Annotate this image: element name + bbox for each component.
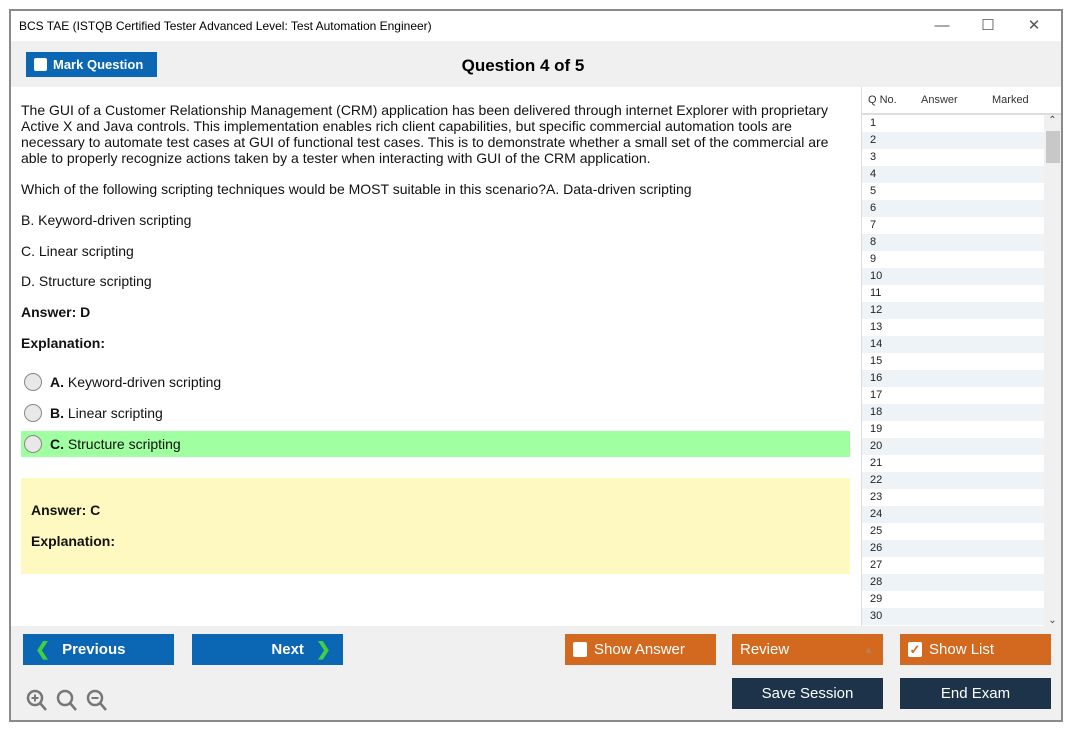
list-row[interactable]: 27 xyxy=(870,559,883,571)
list-row[interactable]: 12 xyxy=(862,302,1044,319)
previous-button[interactable]: ❮ Previous xyxy=(23,634,174,665)
list-row[interactable]: 23 xyxy=(870,491,883,503)
question-line: C. Linear scripting xyxy=(21,243,134,259)
list-row[interactable]: 26 xyxy=(862,540,1044,557)
list-row[interactable]: 16 xyxy=(862,370,1044,387)
column-header: Answer xyxy=(921,94,958,106)
list-row[interactable]: 11 xyxy=(870,287,882,299)
chevron-left-icon: ❮ xyxy=(35,639,51,659)
zoom-out-icon[interactable] xyxy=(86,689,107,711)
list-row[interactable]: 17 xyxy=(870,389,883,401)
close-icon[interactable]: ✕ xyxy=(1027,17,1041,34)
zoom-in-icon[interactable] xyxy=(26,689,47,711)
app-window: BCS TAE (ISTQB Certified Tester Advanced… xyxy=(9,9,1063,722)
scroll-down-icon[interactable]: ⌄ xyxy=(1048,615,1057,626)
list-row[interactable]: 6 xyxy=(862,200,1044,217)
list-row[interactable]: 10 xyxy=(862,268,1044,285)
column-header: Marked xyxy=(992,94,1029,106)
save-session-label: Save Session xyxy=(761,685,854,702)
column-header: Q No. xyxy=(868,94,897,106)
show-answer-button[interactable]: Show Answer xyxy=(565,634,716,665)
list-row[interactable]: 8 xyxy=(862,234,1044,251)
option-letter: B. xyxy=(50,405,64,421)
zoom-controls xyxy=(26,689,107,711)
minimize-icon[interactable]: — xyxy=(934,17,950,34)
question-line: D. Structure scripting xyxy=(21,273,152,289)
answer-line: Answer: D xyxy=(21,304,91,320)
title-bar: BCS TAE (ISTQB Certified Tester Advanced… xyxy=(11,11,1061,41)
option-c[interactable]: C. Structure scripting xyxy=(21,431,850,457)
question-prompt: Which of the following scripting techniq… xyxy=(21,181,692,197)
option-letter: C. xyxy=(50,436,64,452)
question-title: Question 4 of 5 xyxy=(461,56,585,75)
list-row[interactable]: 29 xyxy=(870,593,883,605)
list-row[interactable]: 13 xyxy=(870,321,883,333)
list-row[interactable]: 22 xyxy=(862,472,1044,489)
checkbox-icon xyxy=(34,58,47,71)
review-label: Review xyxy=(740,641,790,658)
end-exam-label: End Exam xyxy=(940,685,1011,702)
chevron-right-icon: ❯ xyxy=(315,639,331,659)
scroll-up-icon[interactable]: ⌃ xyxy=(1048,115,1057,126)
question-panel: The GUI of a Customer Relationship Manag… xyxy=(11,87,861,626)
end-exam-button[interactable]: End Exam xyxy=(900,678,1051,709)
list-row[interactable]: 1 xyxy=(870,117,877,129)
mark-question-button[interactable]: Mark Question xyxy=(26,52,157,77)
list-row[interactable]: 28 xyxy=(862,574,1044,591)
question-list: Q No. Answer Marked 1 2 3 4 5 6 7 8 9 10 11 12 13 14 1… xyxy=(861,87,1061,626)
list-row[interactable]: 14 xyxy=(862,336,1044,353)
list-row[interactable]: 20 xyxy=(862,438,1044,455)
scrollbar[interactable]: ⌃ ⌄ xyxy=(1044,115,1061,626)
question-text: The GUI of a Customer Relationship Manag… xyxy=(21,102,829,166)
answer-box: Answer: C Explanation: xyxy=(21,478,850,574)
option-a[interactable]: A. Keyword-driven scripting xyxy=(21,369,850,395)
answer-text: Answer: C xyxy=(31,502,101,518)
maximize-icon[interactable]: ☐ xyxy=(981,17,995,34)
list-row[interactable]: 5 xyxy=(870,185,877,197)
zoom-reset-icon[interactable] xyxy=(56,689,77,711)
show-list-label: Show List xyxy=(929,641,995,658)
option-text: Linear scripting xyxy=(67,405,163,421)
list-row[interactable]: 2 xyxy=(862,132,1044,149)
list-row[interactable]: 19 xyxy=(870,423,883,435)
explanation-text: Explanation: xyxy=(31,533,116,549)
list-header: Q No. Answer Marked xyxy=(862,87,1061,115)
mark-question-label: Mark Question xyxy=(53,57,144,72)
list-row[interactable]: 25 xyxy=(870,525,883,537)
next-label: Next xyxy=(271,641,304,658)
radio-button[interactable] xyxy=(24,435,42,453)
radio-button[interactable] xyxy=(24,404,42,422)
list-row[interactable]: 18 xyxy=(862,404,1044,421)
save-session-button[interactable]: Save Session xyxy=(732,678,883,709)
list-row[interactable]: 30 xyxy=(862,608,1044,625)
option-text: Keyword-driven scripting xyxy=(67,374,222,390)
option-b[interactable]: B. Linear scripting xyxy=(21,400,850,426)
question-line: B. Keyword-driven scripting xyxy=(21,212,192,228)
checkbox-icon xyxy=(573,642,587,657)
show-list-button[interactable]: ✓ Show List xyxy=(900,634,1051,665)
scrollbar-thumb[interactable] xyxy=(1046,131,1060,163)
list-row[interactable]: 24 xyxy=(862,506,1044,523)
next-button[interactable]: Next ❯ xyxy=(192,634,343,665)
list-row[interactable]: 4 xyxy=(862,166,1044,183)
option-letter: A. xyxy=(50,374,64,390)
header: Mark Question Question 4 of 5 xyxy=(11,41,1061,87)
window-title: BCS TAE (ISTQB Certified Tester Advanced… xyxy=(19,19,432,33)
list-row[interactable]: 9 xyxy=(870,253,877,265)
option-text: Structure scripting xyxy=(67,436,181,452)
triangle-up-icon: ▲ xyxy=(864,644,873,655)
checkbox-checked-icon: ✓ xyxy=(908,642,922,657)
radio-button[interactable] xyxy=(24,373,42,391)
list-row[interactable]: 15 xyxy=(870,355,883,367)
review-dropdown[interactable]: Review ▲ xyxy=(732,634,883,665)
list-row[interactable]: 3 xyxy=(870,151,877,163)
explanation-line: Explanation: xyxy=(21,335,106,351)
list-row[interactable]: 7 xyxy=(870,219,877,231)
show-answer-label: Show Answer xyxy=(594,641,685,658)
list-row[interactable]: 21 xyxy=(870,457,883,469)
previous-label: Previous xyxy=(62,641,126,658)
